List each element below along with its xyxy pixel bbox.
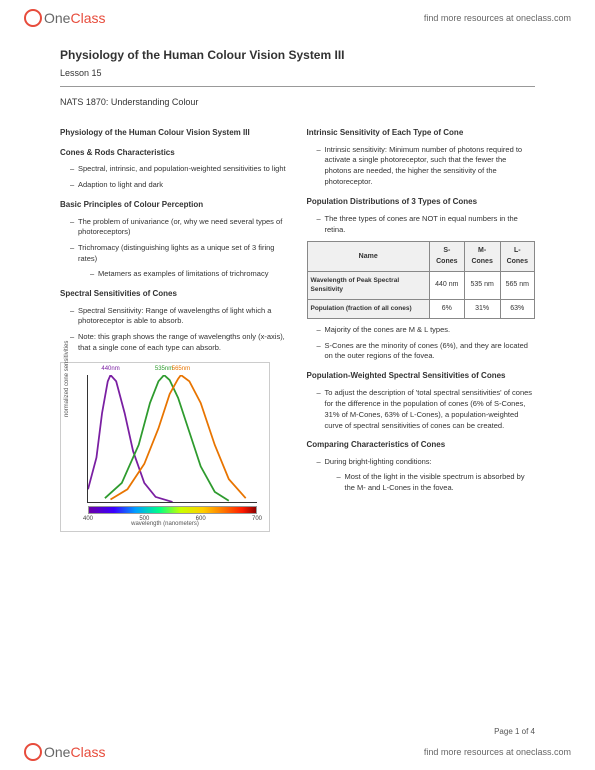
page-title: Physiology of the Human Colour Vision Sy… [60, 48, 535, 62]
list-item: Note: this graph shows the range of wave… [70, 332, 289, 354]
list-item: To adjust the description of 'total spec… [317, 388, 536, 432]
cell: 31% [464, 299, 500, 318]
list-item: During bright-lighting conditions: Most … [317, 457, 536, 494]
row-label: Population (fraction of all cones) [307, 299, 429, 318]
row-label: Wavelength of Peak Spectral Sensitivity [307, 271, 429, 299]
top-bar: OneClass find more resources at oneclass… [0, 4, 595, 32]
list-item: The problem of univariance (or, why we n… [70, 217, 289, 239]
cell: 535 nm [464, 271, 500, 299]
list-item: Intrinsic sensitivity: Minimum number of… [317, 145, 536, 189]
cell: 565 nm [500, 271, 534, 299]
right-heading-1: Intrinsic Sensitivity of Each Type of Co… [307, 127, 536, 139]
list-item: Metamers as examples of limitations of t… [90, 269, 289, 280]
divider [60, 86, 535, 87]
table-row: Wavelength of Peak Spectral Sensitivity … [307, 271, 535, 299]
left-heading-3: Basic Principles of Colour Perception [60, 199, 289, 211]
resources-link[interactable]: find more resources at oneclass.com [424, 13, 571, 23]
brand-logo-bottom[interactable]: OneClass [24, 743, 105, 761]
logo-circle-icon [24, 743, 42, 761]
brand-logo[interactable]: OneClass [24, 9, 105, 27]
list-item: Spectral, intrinsic, and population-weig… [70, 164, 289, 175]
list-item: Trichromacy (distinguishing lights as a … [70, 243, 289, 280]
spectrum-bar [88, 506, 257, 514]
chart-y-label: normalized cone sensitivities [63, 341, 72, 417]
chart-axes: 400500600700440nm535nm565nm [87, 375, 257, 503]
left-heading-2: Cones & Rods Characteristics [60, 147, 289, 159]
left-heading-1: Physiology of the Human Colour Vision Sy… [60, 127, 289, 139]
list-item: S-Cones are the minority of cones (6%), … [317, 341, 536, 363]
list-item: Adaption to light and dark [70, 180, 289, 191]
table-row: Name S-Cones M-Cones L-Cones [307, 242, 535, 271]
cell: 63% [500, 299, 534, 318]
th-l: L-Cones [500, 242, 534, 271]
spectral-sensitivity-chart: normalized cone sensitivities 4005006007… [60, 362, 270, 532]
course-code: NATS 1870: Understanding Colour [60, 97, 535, 107]
right-heading-2: Population Distributions of 3 Types of C… [307, 196, 536, 208]
left-column: Physiology of the Human Colour Vision Sy… [60, 119, 289, 532]
chart-svg [88, 375, 257, 502]
th-s: S-Cones [429, 242, 464, 271]
right-column: Intrinsic Sensitivity of Each Type of Co… [307, 119, 536, 532]
bottom-bar: OneClass find more resources at oneclass… [0, 738, 595, 766]
left-heading-4: Spectral Sensitivities of Cones [60, 288, 289, 300]
th-m: M-Cones [464, 242, 500, 271]
cell: 440 nm [429, 271, 464, 299]
chart-x-label: wavelength (nanometers) [61, 520, 269, 529]
list-item: Majority of the cones are M & L types. [317, 325, 536, 336]
cell: 6% [429, 299, 464, 318]
table-row: Population (fraction of all cones) 6% 31… [307, 299, 535, 318]
cone-table: Name S-Cones M-Cones L-Cones Wavelength … [307, 241, 536, 318]
resources-link-bottom[interactable]: find more resources at oneclass.com [424, 747, 571, 757]
lesson-label: Lesson 15 [60, 68, 535, 78]
right-heading-4: Comparing Characteristics of Cones [307, 439, 536, 451]
list-item: Most of the light in the visible spectru… [337, 472, 536, 494]
th-name: Name [307, 242, 429, 271]
list-item: Spectral Sensitivity: Range of wavelengt… [70, 306, 289, 328]
brand-text: OneClass [44, 10, 105, 26]
page-content: Physiology of the Human Colour Vision Sy… [60, 48, 535, 722]
logo-circle-icon [24, 9, 42, 27]
page-number: Page 1 of 4 [494, 727, 535, 736]
list-item: The three types of cones are NOT in equa… [317, 214, 536, 236]
brand-text: OneClass [44, 744, 105, 760]
right-heading-3: Population-Weighted Spectral Sensitiviti… [307, 370, 536, 382]
